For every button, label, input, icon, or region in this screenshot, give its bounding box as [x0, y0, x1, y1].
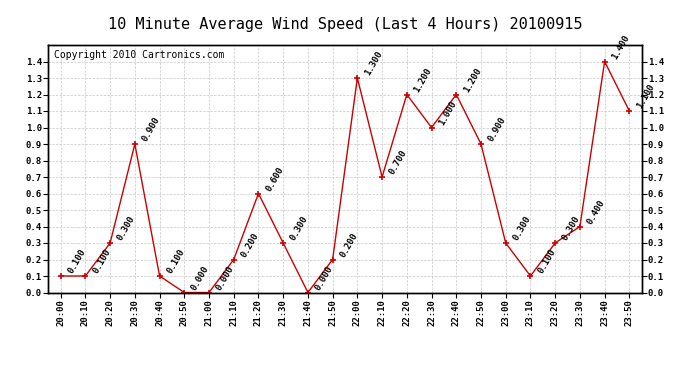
Text: 0.000: 0.000: [313, 264, 335, 292]
Text: 0.300: 0.300: [116, 214, 137, 242]
Text: 1.400: 1.400: [610, 33, 631, 61]
Text: 1.300: 1.300: [363, 50, 384, 77]
Text: 0.900: 0.900: [140, 116, 161, 143]
Text: 0.300: 0.300: [561, 214, 582, 242]
Text: 0.100: 0.100: [91, 248, 112, 275]
Text: 0.000: 0.000: [190, 264, 211, 292]
Text: 0.300: 0.300: [288, 214, 310, 242]
Text: 0.200: 0.200: [338, 231, 359, 259]
Text: 1.200: 1.200: [413, 66, 433, 94]
Text: 0.600: 0.600: [264, 165, 285, 193]
Text: 1.100: 1.100: [635, 82, 656, 110]
Text: 0.100: 0.100: [536, 248, 558, 275]
Text: 0.100: 0.100: [66, 248, 88, 275]
Text: 0.400: 0.400: [585, 198, 607, 226]
Text: 1.200: 1.200: [462, 66, 483, 94]
Text: 0.900: 0.900: [486, 116, 508, 143]
Text: 1.000: 1.000: [437, 99, 458, 127]
Text: 0.700: 0.700: [388, 148, 409, 176]
Text: 10 Minute Average Wind Speed (Last 4 Hours) 20100915: 10 Minute Average Wind Speed (Last 4 Hou…: [108, 17, 582, 32]
Text: 0.000: 0.000: [215, 264, 236, 292]
Text: Copyright 2010 Cartronics.com: Copyright 2010 Cartronics.com: [55, 50, 225, 60]
Text: 0.100: 0.100: [165, 248, 186, 275]
Text: 0.300: 0.300: [511, 214, 533, 242]
Text: 0.200: 0.200: [239, 231, 261, 259]
